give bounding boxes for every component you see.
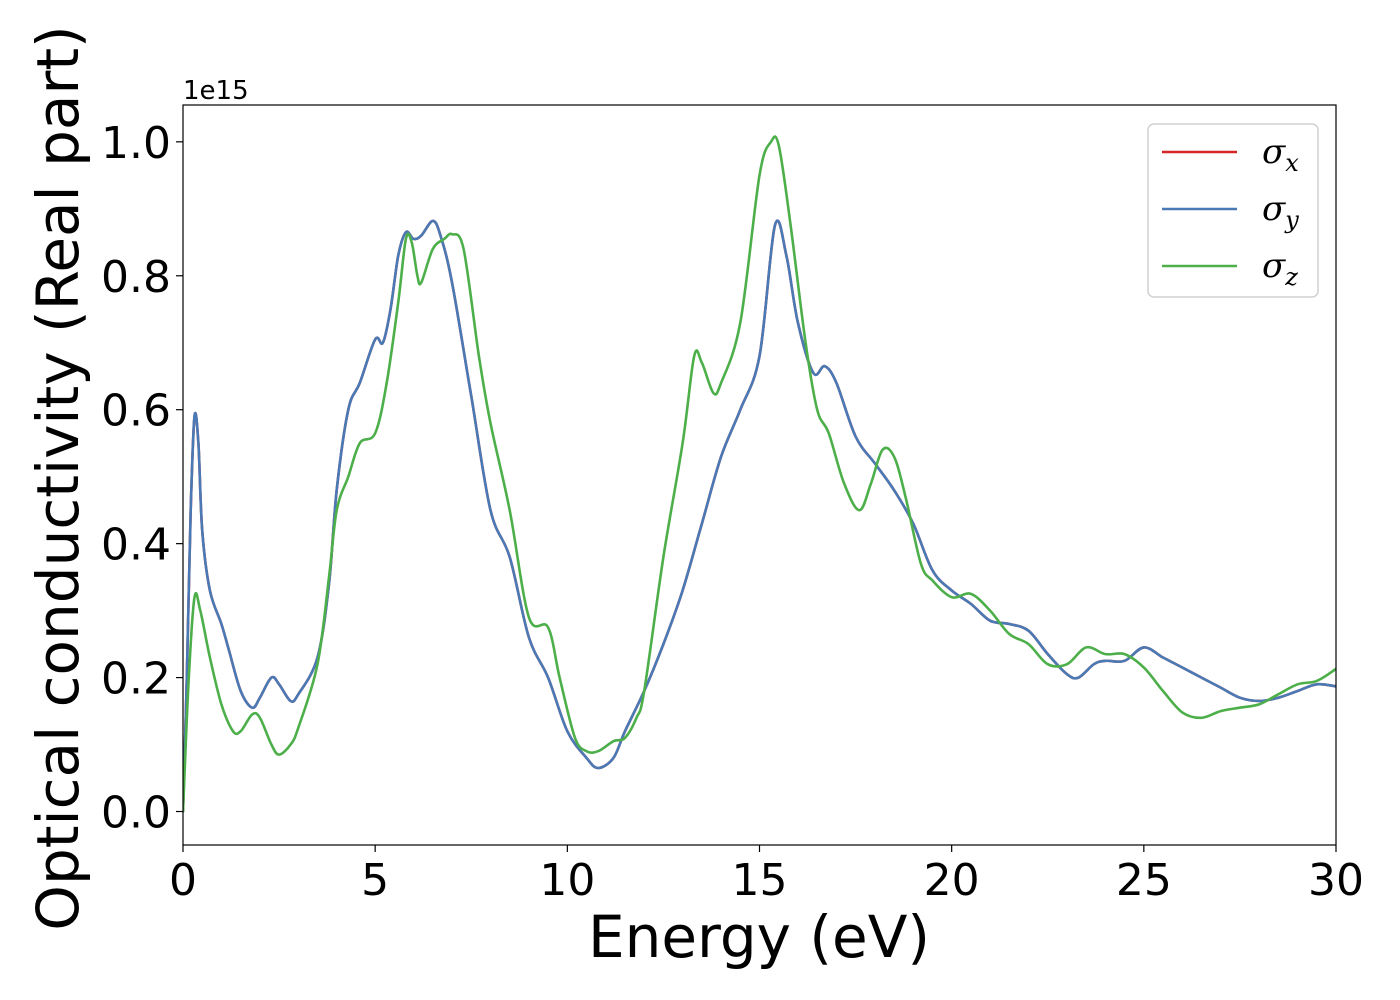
legend-label-y: σy: [1262, 189, 1299, 234]
x-tick-label: 20: [924, 855, 980, 906]
y-tick-label: 0.8: [101, 252, 171, 303]
series-group: [183, 135, 1336, 813]
y-tick-label: 1.0: [101, 118, 171, 169]
x-tick-label: 30: [1308, 855, 1364, 906]
legend: σx σy σz: [1147, 123, 1319, 298]
x-tick-label: 15: [732, 855, 788, 906]
legend-box: [1147, 123, 1319, 298]
legend-label-z: σz: [1262, 246, 1298, 291]
legend-label-x: σx: [1262, 132, 1299, 177]
y-tick-label: 0.2: [101, 654, 171, 705]
y-axis-ticks: 0.0 0.2 0.4 0.6 0.8 1.0: [101, 118, 183, 839]
x-axis-ticks: 0 5 10 15 20 25 30: [169, 845, 1364, 906]
series-line-y: [183, 219, 1336, 813]
plot-area: [183, 105, 1336, 845]
y-offset-label: 1e15: [183, 76, 249, 106]
series-line-z: [183, 135, 1336, 813]
y-tick-label: 0.4: [101, 520, 171, 571]
x-tick-label: 25: [1116, 855, 1172, 906]
x-axis-title: Energy (eV): [588, 903, 930, 971]
x-tick-label: 0: [169, 855, 197, 906]
x-tick-label: 10: [539, 855, 595, 906]
x-tick-label: 5: [361, 855, 389, 906]
y-tick-label: 0.6: [101, 386, 171, 437]
y-axis-title: Optical conductivity (Real part): [24, 25, 92, 930]
series-layer: [183, 135, 1336, 813]
y-tick-label: 0.0: [101, 788, 171, 839]
